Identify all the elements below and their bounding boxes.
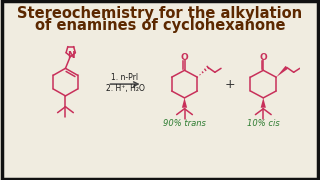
Text: 10% cis: 10% cis [247,119,280,128]
Polygon shape [261,98,266,108]
Text: N: N [67,51,75,60]
Text: +: + [225,78,235,91]
Text: O: O [180,53,188,62]
Text: O: O [260,53,267,62]
Text: of enamines of cyclohexanone: of enamines of cyclohexanone [35,17,285,33]
Text: 90% trans: 90% trans [163,119,206,128]
Polygon shape [182,98,187,108]
Text: 2. H⁺, H₂O: 2. H⁺, H₂O [106,84,144,93]
Text: Stereochemistry for the alkylation: Stereochemistry for the alkylation [17,6,303,21]
Text: 1. n-PrI: 1. n-PrI [111,73,139,82]
Polygon shape [276,66,288,77]
